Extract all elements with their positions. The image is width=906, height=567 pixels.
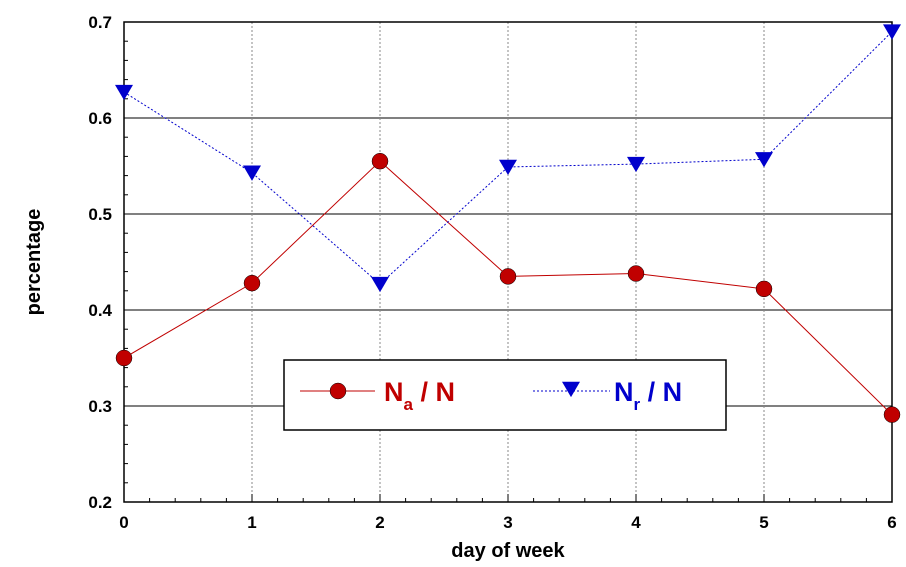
legend-entry-nr: Nr / N	[533, 377, 682, 414]
data-point-na	[627, 265, 645, 282]
data-point-nr	[243, 165, 261, 181]
data-point-na	[115, 349, 133, 367]
y-tick-label: 0.3	[88, 397, 112, 416]
legend-entry-na: Na / N	[300, 377, 455, 414]
data-point-nr	[371, 276, 389, 293]
y-axis-title: percentage	[23, 209, 45, 316]
x-axis-title: day of week	[451, 540, 565, 562]
y-tick-labels: 0.2 0.3 0.4 0.5 0.6 0.7	[88, 13, 112, 512]
legend-nr-main: N	[614, 377, 634, 407]
legend-nr-sub: r	[634, 395, 641, 414]
data-point-na	[755, 280, 773, 298]
series-layer	[115, 24, 901, 423]
y-tick-label: 0.2	[88, 493, 112, 512]
axis-ticks	[123, 21, 893, 503]
legend-nr-marker	[562, 381, 580, 398]
x-tick-label: 3	[503, 513, 512, 532]
legend-na-sub: a	[404, 395, 414, 414]
data-point-nr	[627, 156, 645, 173]
y-tick-label: 0.4	[88, 301, 112, 320]
legend-na-rest: / N	[413, 377, 455, 407]
legend-na-label: Na / N	[384, 377, 455, 414]
grid-lines	[124, 22, 892, 502]
legend-na-main: N	[384, 377, 404, 407]
legend: Na / N Nr / N	[283, 359, 727, 431]
data-point-na	[883, 406, 901, 423]
y-tick-label: 0.6	[88, 109, 112, 128]
y-tick-label: 0.5	[88, 205, 112, 224]
x-tick-label: 6	[887, 513, 896, 532]
x-tick-label: 0	[119, 513, 128, 532]
data-point-nr	[883, 24, 901, 40]
x-tick-label: 2	[375, 513, 384, 532]
x-tick-label: 5	[759, 513, 768, 532]
data-point-nr	[499, 159, 517, 176]
data-point-na	[371, 152, 389, 170]
legend-box	[283, 359, 727, 431]
x-tick-label: 1	[247, 513, 256, 532]
data-point-na	[243, 274, 261, 292]
data-point-na	[499, 268, 517, 285]
legend-nr-label: Nr / N	[614, 377, 682, 414]
data-point-nr	[755, 152, 773, 168]
data-point-nr	[115, 84, 133, 101]
x-tick-labels: 0 1 2 3 4 5 6	[119, 513, 896, 532]
legend-nr-rest: / N	[640, 377, 682, 407]
legend-na-marker	[329, 382, 347, 400]
y-tick-label: 0.7	[88, 13, 112, 32]
x-tick-label: 4	[631, 513, 641, 532]
